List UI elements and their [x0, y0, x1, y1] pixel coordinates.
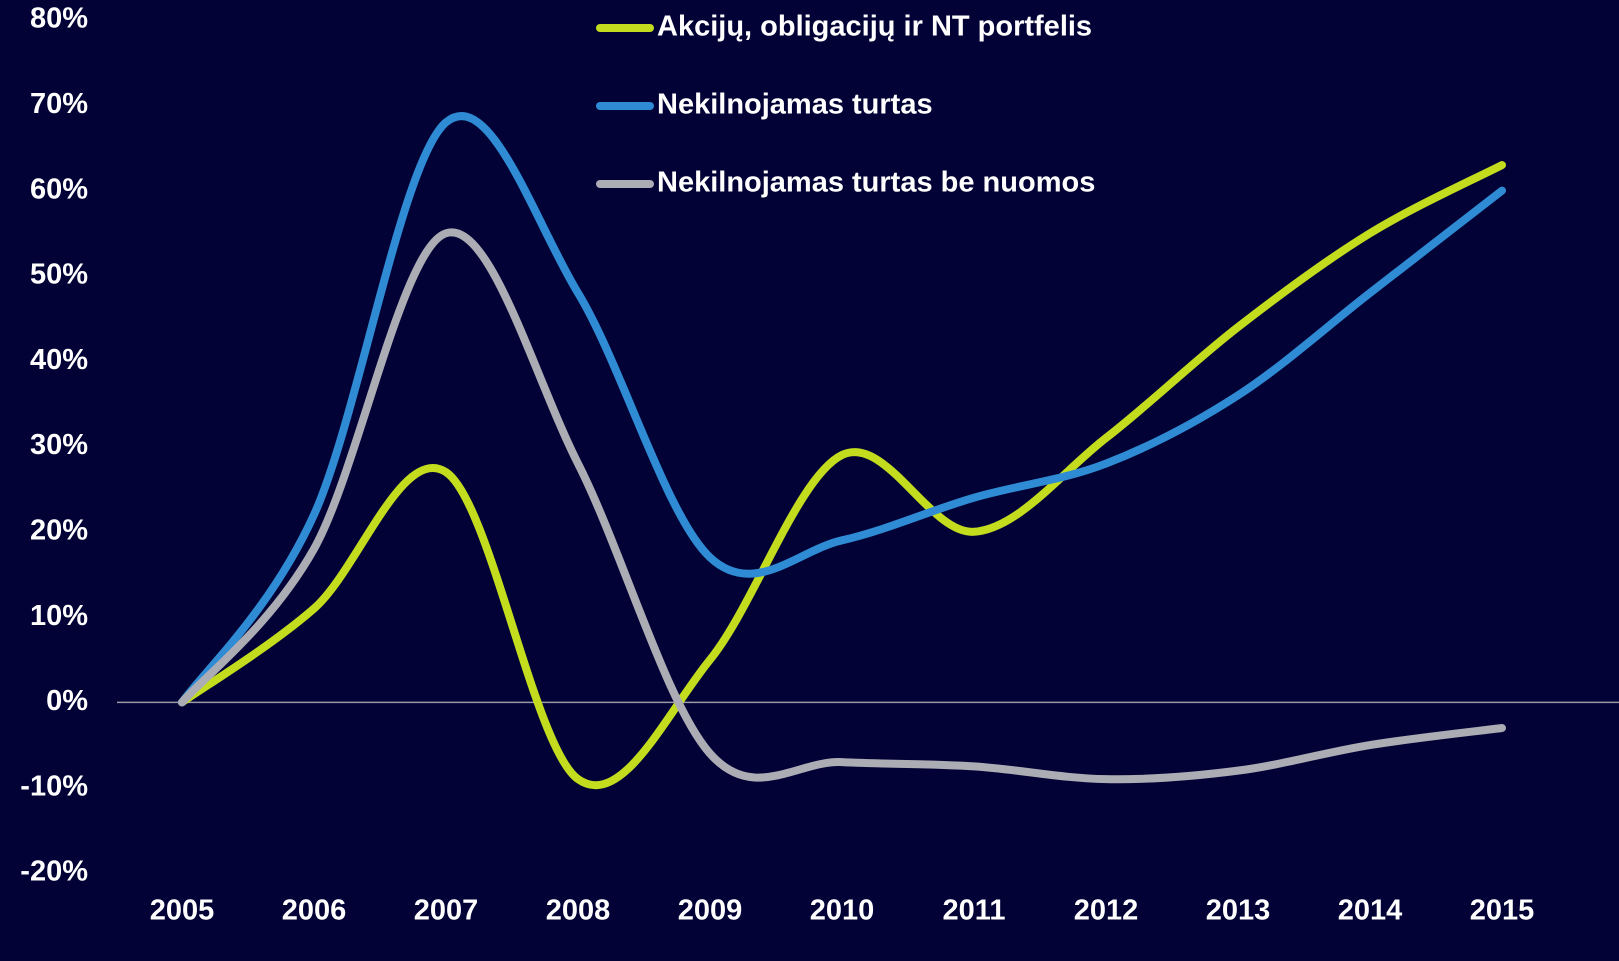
y-tick-label: 80% — [30, 3, 88, 35]
y-tick-label: 60% — [30, 173, 88, 205]
y-tick-label: -10% — [20, 770, 88, 802]
legend-label: Nekilnojamas turtas — [657, 89, 933, 121]
x-tick-label: 2012 — [1074, 895, 1139, 927]
x-tick-label: 2014 — [1338, 895, 1403, 927]
series-line — [178, 161, 1506, 790]
y-tick-label: 30% — [30, 429, 88, 461]
x-tick-label: 2015 — [1470, 895, 1535, 927]
y-tick-label: 10% — [30, 600, 88, 632]
series-line — [178, 112, 1506, 707]
y-tick-label: 50% — [30, 259, 88, 291]
y-tick-label: 0% — [46, 685, 88, 717]
x-tick-label: 2007 — [414, 895, 479, 927]
x-tick-label: 2011 — [943, 895, 1006, 927]
y-tick-label: 70% — [30, 88, 88, 120]
y-tick-label: -20% — [20, 856, 88, 888]
x-tick-label: 2013 — [1206, 895, 1271, 927]
x-tick-label: 2009 — [678, 895, 743, 927]
x-tick-label: 2005 — [150, 895, 215, 927]
x-tick-label: 2010 — [810, 895, 875, 927]
x-tick-label: 2006 — [282, 895, 347, 927]
y-tick-label: 20% — [30, 514, 88, 546]
y-tick-label: 40% — [30, 344, 88, 376]
legend-label: Nekilnojamas turtas be nuomos — [657, 167, 1095, 199]
x-tick-label: 2008 — [546, 895, 611, 927]
legend-label: Akcijų, obligacijų ir NT portfelis — [657, 11, 1092, 43]
series-line — [178, 228, 1506, 784]
